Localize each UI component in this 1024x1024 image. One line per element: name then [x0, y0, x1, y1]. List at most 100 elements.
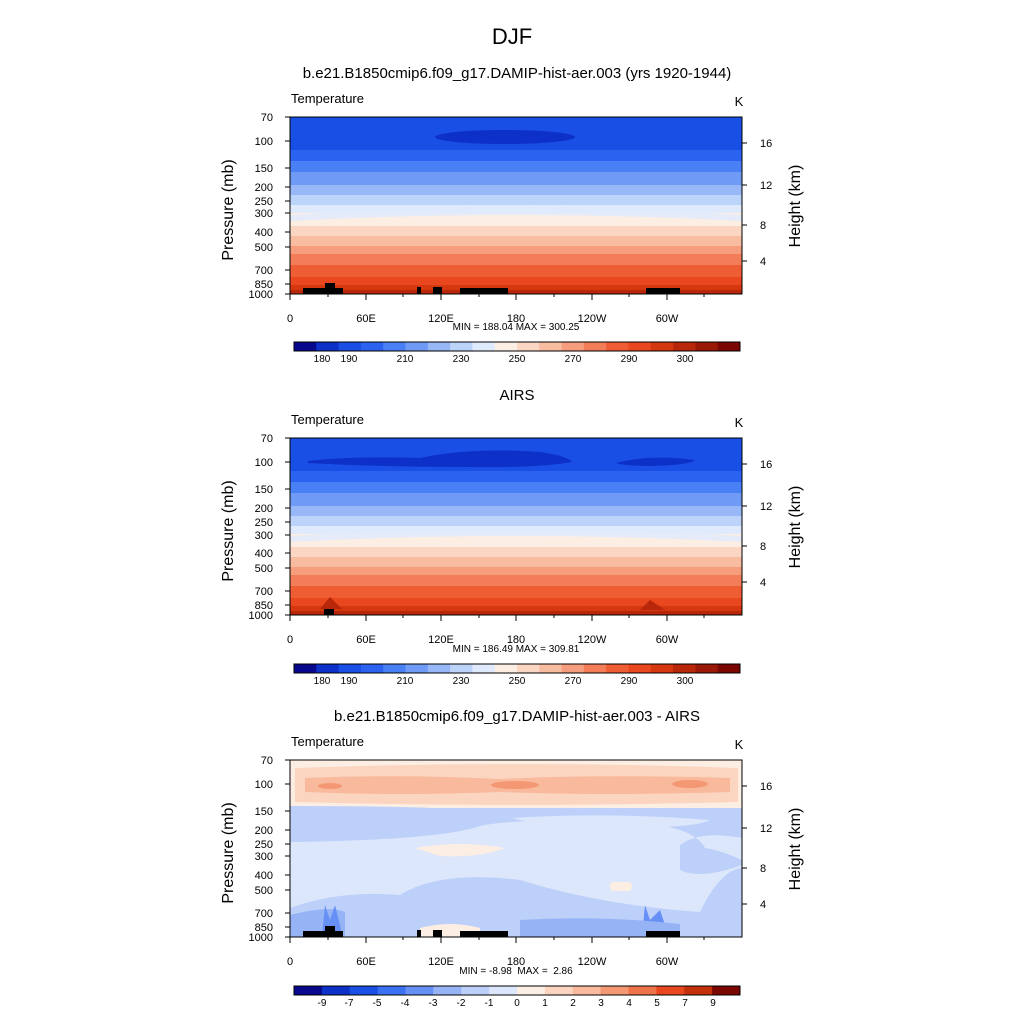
colorbar-swatch: [695, 342, 719, 351]
colorbar-swatch: [377, 986, 406, 995]
colorbar-label: 5: [654, 998, 660, 1009]
colorbar-label: -2: [457, 998, 466, 1009]
colorbar-swatch: [316, 342, 339, 351]
y-tick-label: 1000: [249, 932, 273, 944]
colorbar-swatch: [338, 664, 362, 673]
y2-tick-label: 16: [760, 459, 772, 471]
y-tick-label: 150: [255, 484, 273, 496]
colorbar-swatch: [600, 986, 629, 995]
y2-tick-label: 12: [760, 180, 772, 192]
panel-units-label: K: [735, 94, 744, 109]
colorbar-swatch: [583, 664, 607, 673]
colorbar-swatch: [450, 342, 473, 351]
x-tick-label: 60E: [356, 634, 376, 646]
plot-area: [289, 437, 743, 616]
panel-units-label: K: [735, 415, 744, 430]
y-tick-label: 700: [255, 265, 273, 277]
colorbar-swatch: [360, 342, 384, 351]
colorbar-swatch: [405, 664, 429, 673]
panel-title: AIRS: [499, 387, 534, 404]
y-tick-label: 300: [255, 851, 273, 863]
colorbar-swatch: [461, 986, 490, 995]
colorbar-swatch: [321, 986, 351, 995]
colorbar-label: 290: [621, 676, 638, 687]
y-axis-title: Pressure (mb): [220, 159, 237, 260]
terrain-mask: [303, 926, 680, 937]
colorbar-swatch: [316, 664, 339, 673]
y-tick-label: 100: [255, 779, 273, 791]
colorbar-label: 210: [397, 676, 414, 687]
y2-axis-title: Height (km): [787, 165, 804, 248]
colorbar-label: 270: [565, 676, 582, 687]
colorbar-label: 230: [453, 676, 470, 687]
y2-tick-label: 16: [760, 781, 772, 793]
x-tick-label: 60E: [356, 956, 376, 968]
y-tick-label: 70: [261, 433, 273, 445]
colorbar-label: 9: [710, 998, 716, 1009]
y-tick-label: 400: [255, 548, 273, 560]
y-tick-label: 70: [261, 112, 273, 124]
panel-title: b.e21.B1850cmip6.f09_g17.DAMIP-hist-aer.…: [334, 708, 700, 725]
colorbar-swatch: [383, 664, 406, 673]
colorbar-swatch: [427, 664, 451, 673]
terrain-mask: [324, 609, 334, 615]
y2-tick-label: 8: [760, 220, 766, 232]
colorbar-label: 230: [453, 354, 470, 365]
y-axis-title: Pressure (mb): [220, 802, 237, 903]
colorbar-swatch: [606, 664, 629, 673]
colorbar-label: -5: [373, 998, 382, 1009]
panel-left-label: Temperature: [291, 412, 364, 427]
colorbar-label: 0: [514, 998, 520, 1009]
colorbar-swatch: [294, 342, 317, 351]
colorbar-label: 210: [397, 354, 414, 365]
terrain-mask: [303, 283, 680, 294]
colorbar-border: [293, 985, 741, 996]
y2-tick-label: 16: [760, 138, 772, 150]
y-tick-label: 700: [255, 908, 273, 920]
colorbar-swatch: [539, 664, 562, 673]
y-tick-label: 500: [255, 563, 273, 575]
colorbar-label: 1: [542, 998, 548, 1009]
plot-area: [289, 116, 743, 295]
colorbar-swatch: [294, 986, 323, 995]
colorbar-swatch: [450, 664, 473, 673]
y-tick-label: 400: [255, 227, 273, 239]
y-tick-label: 250: [255, 839, 273, 851]
y-tick-label: 70: [261, 755, 273, 767]
colorbar-label: 250: [509, 676, 526, 687]
colorbar-label: 190: [341, 676, 358, 687]
cold-core: [308, 450, 572, 468]
y-axis: 70 100 150 200 250 300 400 500 700 850 1…: [249, 112, 290, 301]
colorbar-swatch: [606, 342, 629, 351]
colorbar-swatch: [338, 342, 362, 351]
colorbar-swatch: [472, 342, 496, 351]
colorbar-swatch: [717, 664, 741, 673]
colorbar-swatch: [294, 664, 317, 673]
stats-label: MIN = -8.98 MAX = 2.86: [459, 966, 573, 977]
colorbar-swatch: [383, 342, 406, 351]
colorbar-label: 250: [509, 354, 526, 365]
x-axis: 0 60E 120E 180 120W 60W: [287, 294, 705, 325]
y2-tick-label: 8: [760, 863, 766, 875]
colorbar-label: 300: [677, 354, 694, 365]
colorbar-swatch: [494, 664, 518, 673]
colorbar-label: 2: [570, 998, 576, 1009]
x-tick-label: 120E: [428, 634, 454, 646]
x-axis: 0 60E 120E 180 120W 60W: [287, 937, 705, 968]
figure-title: DJF: [492, 24, 532, 49]
y-tick-label: 250: [255, 517, 273, 529]
colorbar-label: -9: [318, 998, 327, 1009]
colorbar-swatch: [628, 664, 652, 673]
colorbar-swatch: [427, 342, 451, 351]
panel-units-label: K: [735, 737, 744, 752]
x-tick-label: 120W: [578, 634, 607, 646]
y-tick-label: 250: [255, 196, 273, 208]
stats-label: MIN = 186.49 MAX = 309.81: [453, 644, 580, 655]
colorbar-swatch: [717, 342, 741, 351]
colorbar-swatch: [656, 986, 685, 995]
colorbar-border: [293, 663, 741, 674]
colorbar-swatch: [561, 664, 585, 673]
y-tick-label: 200: [255, 182, 273, 194]
panel-title: b.e21.B1850cmip6.f09_g17.DAMIP-hist-aer.…: [303, 65, 732, 82]
panel-2: AIRS Temperature K: [220, 387, 804, 687]
